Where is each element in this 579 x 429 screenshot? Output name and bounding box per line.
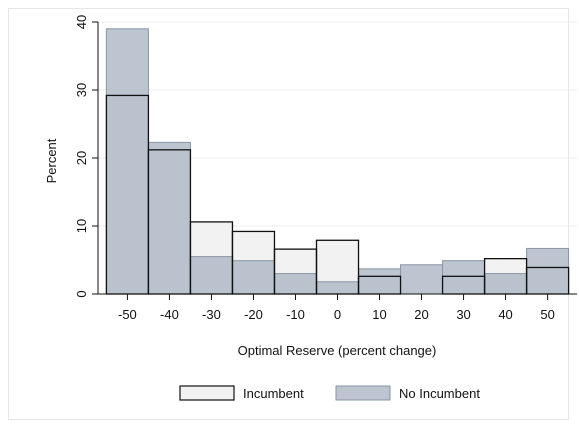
y-tick-label-40: 40 <box>74 15 89 29</box>
bar-no-incumbent-50 <box>526 247 570 295</box>
x-tick-label-30: 30 <box>456 307 470 322</box>
bar-no-incumbent--20 <box>231 260 275 295</box>
x-tick-label--30: -30 <box>202 307 221 322</box>
legend-label-no-incumbent: No Incumbent <box>399 386 480 401</box>
legend-swatch-incumbent <box>179 385 235 401</box>
bar-no-incumbent-0 <box>315 281 360 295</box>
y-tick-label-0: 0 <box>74 290 89 297</box>
x-tick-label--40: -40 <box>160 307 179 322</box>
x-tick-label--10: -10 <box>286 307 305 322</box>
y-tick-label-30: 30 <box>74 83 89 97</box>
y-axis-title: Percent <box>44 138 59 183</box>
bar-no-incumbent--40 <box>147 141 191 295</box>
x-tick-label--50: -50 <box>118 307 137 322</box>
x-tick-label-0: 0 <box>334 307 341 322</box>
bar-no-incumbent--50 <box>105 28 149 295</box>
x-tick-label-50: 50 <box>540 307 554 322</box>
legend-swatch-no-incumbent <box>335 385 391 401</box>
y-tick-label-10: 10 <box>74 219 89 233</box>
x-tick-label-10: 10 <box>372 307 386 322</box>
bars <box>105 28 570 295</box>
legend: Incumbent No Incumbent <box>179 385 480 401</box>
x-tick-label-20: 20 <box>414 307 428 322</box>
x-tick-label--20: -20 <box>244 307 263 322</box>
bar-no-incumbent-10 <box>358 268 402 295</box>
bar-no-incumbent--10 <box>273 273 317 295</box>
x-axis-title: Optimal Reserve (percent change) <box>238 343 437 358</box>
bar-no-incumbent-20 <box>400 264 444 295</box>
y-tick-label-20: 20 <box>74 151 89 165</box>
bar-no-incumbent-40 <box>484 273 528 295</box>
x-tick-label-40: 40 <box>498 307 512 322</box>
bar-no-incumbent--30 <box>189 256 233 295</box>
axes: 0 10 20 30 40 -50 -40 -30 -20 -10 0 10 20 30 40 50 <box>74 15 577 322</box>
chart-frame <box>8 8 569 420</box>
legend-label-incumbent: Incumbent <box>243 386 304 401</box>
bar-no-incumbent-30 <box>442 260 486 295</box>
